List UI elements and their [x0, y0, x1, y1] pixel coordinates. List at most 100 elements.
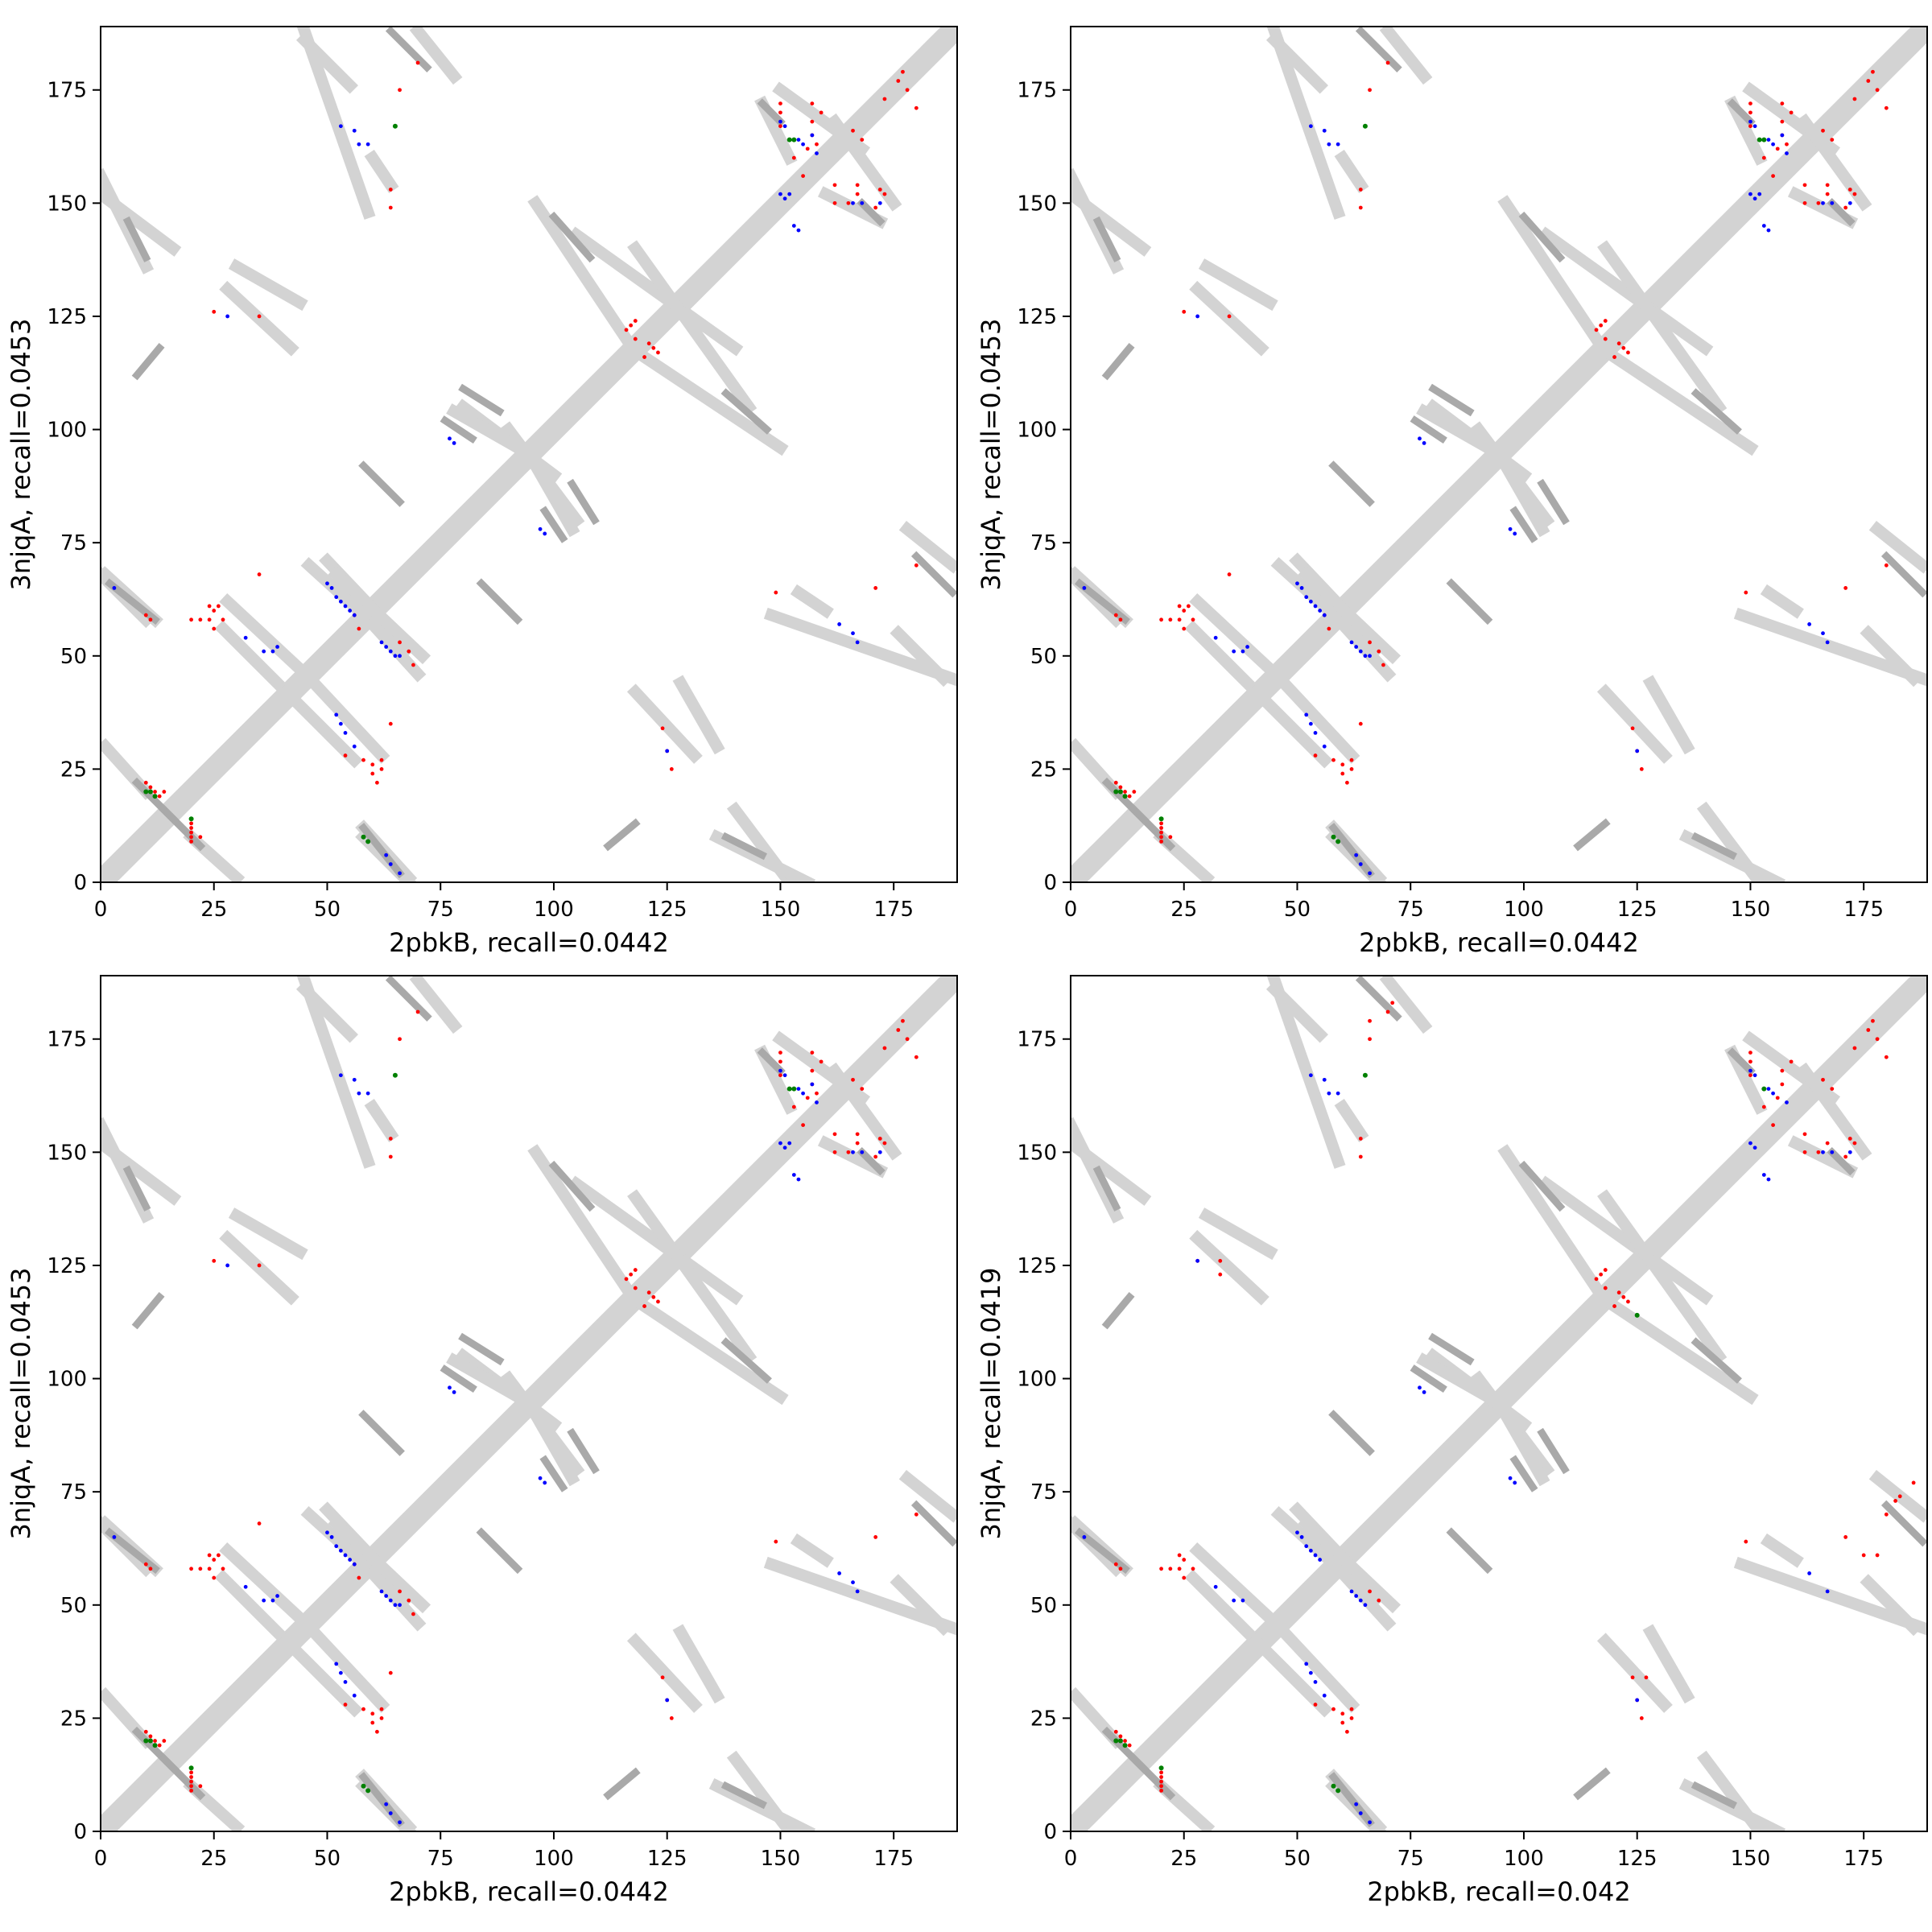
blue-point [365, 142, 370, 147]
blue-point [1313, 604, 1318, 609]
red-point [1897, 1494, 1902, 1499]
red-point [1871, 69, 1875, 74]
blue-point [343, 1679, 348, 1684]
contact-segment-dark [1690, 1781, 1737, 1810]
contact-segment-light [1416, 1352, 1496, 1406]
blue-point [1752, 1073, 1757, 1078]
red-point [1349, 1707, 1354, 1711]
green-point [188, 816, 194, 822]
red-point [189, 835, 193, 840]
red-point [1621, 345, 1626, 350]
red-point [624, 1277, 629, 1282]
red-point [1616, 1290, 1621, 1295]
red-point [1349, 758, 1354, 762]
y-tick-label: 75 [60, 531, 87, 555]
red-point [370, 771, 375, 776]
y-tick-label: 75 [60, 1480, 87, 1505]
y-tick-label: 100 [47, 1368, 87, 1392]
red-point [1313, 753, 1318, 758]
blue-point [1830, 200, 1835, 205]
y-tick-label: 150 [1017, 1141, 1057, 1165]
red-point [375, 1729, 379, 1734]
red-point [1821, 128, 1825, 133]
contact-segment-dark [1428, 1332, 1475, 1366]
red-point [1852, 192, 1857, 196]
contact-segment-light [278, 1633, 363, 1718]
blue-point [1195, 1258, 1200, 1263]
red-point [1771, 1123, 1775, 1128]
blue-point [1313, 1679, 1318, 1684]
contact-segment-light [297, 976, 376, 1169]
contact-segment-light [1596, 1633, 1673, 1713]
red-point [1358, 188, 1363, 192]
blue-point [1748, 192, 1752, 196]
contact-segment-light [1606, 349, 1759, 456]
red-point [1866, 79, 1871, 83]
green-point [1113, 789, 1119, 795]
red-point [1852, 97, 1857, 101]
contact-segment-light [1265, 31, 1328, 94]
x-tick-label: 175 [1843, 1847, 1884, 1871]
contact-segment-light [101, 167, 155, 275]
blue-point [225, 1263, 230, 1268]
x-tick-label: 175 [873, 1847, 914, 1871]
blue-point [787, 1141, 792, 1146]
red-point [379, 1715, 384, 1720]
red-point [257, 1521, 262, 1525]
contact-segment-light [890, 1574, 952, 1637]
green-point [188, 1765, 194, 1771]
blue-point [262, 649, 266, 654]
red-point [1358, 1137, 1363, 1141]
red-point [1227, 572, 1232, 576]
axes-frame [100, 26, 958, 883]
x-tick-label: 150 [1731, 898, 1771, 922]
contact-segment-light [295, 980, 358, 1043]
contact-segment-light [1796, 1062, 1872, 1161]
contact-segment-light [627, 1189, 758, 1364]
contact-segment-light [1497, 1406, 1550, 1487]
contact-segment-light [1379, 27, 1433, 85]
contact-segment-dark [1573, 818, 1611, 852]
red-point [407, 1598, 411, 1603]
contact-segment-dark [476, 578, 523, 625]
contact-segment-light [1198, 1208, 1278, 1261]
contact-segment-light [527, 457, 580, 538]
blue-point [1821, 1150, 1825, 1154]
y-ticks: 0 25 50 75 100 125 150 175 [1017, 79, 1071, 895]
red-point [1748, 101, 1752, 106]
contact-segment-light [214, 1569, 299, 1654]
red-point [379, 1707, 384, 1711]
y-tick-label: 150 [47, 1141, 87, 1165]
blue-point [379, 640, 384, 645]
red-point [846, 200, 851, 205]
contact-segment-dark [539, 1455, 568, 1492]
contact-segment-light [1760, 1533, 1804, 1568]
red-point [1177, 1553, 1182, 1558]
red-point [1191, 617, 1195, 622]
red-point [370, 762, 375, 767]
red-point [216, 604, 221, 609]
red-point [162, 1739, 167, 1743]
red-point [370, 1711, 375, 1716]
red-point [1368, 1018, 1372, 1023]
red-point [1748, 1059, 1752, 1064]
green-point [1761, 1086, 1767, 1092]
blue-point [1299, 586, 1304, 590]
y-tick-label: 75 [1030, 531, 1057, 555]
red-point [1385, 60, 1390, 65]
red-point [143, 1562, 148, 1567]
red-point [1182, 626, 1187, 631]
contact-segment-dark [548, 1160, 596, 1212]
red-point [388, 188, 393, 192]
red-point [216, 1553, 221, 1558]
contact-segment-dark [1328, 1772, 1375, 1828]
blue-point [1335, 1091, 1340, 1096]
y-tick-label: 50 [60, 645, 87, 669]
red-point [882, 1046, 887, 1051]
y-tick-label: 100 [1017, 419, 1057, 443]
red-point [642, 1304, 646, 1308]
red-point [1875, 88, 1880, 93]
blue-point [791, 224, 796, 228]
blue-point [1354, 645, 1359, 649]
red-point [914, 563, 919, 568]
